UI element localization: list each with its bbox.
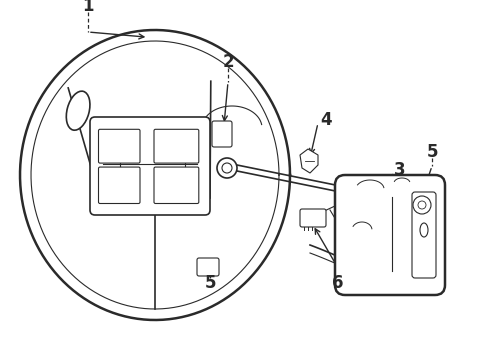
FancyBboxPatch shape: [412, 192, 436, 278]
FancyBboxPatch shape: [154, 129, 199, 163]
FancyBboxPatch shape: [98, 167, 140, 203]
Text: 5: 5: [204, 274, 216, 292]
Ellipse shape: [66, 91, 90, 130]
Text: 2: 2: [222, 53, 234, 71]
Circle shape: [222, 163, 232, 173]
Text: 4: 4: [320, 111, 332, 129]
FancyBboxPatch shape: [154, 167, 199, 203]
Text: 3: 3: [394, 161, 406, 179]
Circle shape: [217, 158, 237, 178]
FancyBboxPatch shape: [300, 209, 326, 227]
Text: 6: 6: [332, 274, 344, 292]
Text: 5: 5: [426, 143, 438, 161]
FancyBboxPatch shape: [90, 117, 210, 215]
FancyBboxPatch shape: [98, 129, 140, 163]
FancyBboxPatch shape: [197, 258, 219, 276]
Ellipse shape: [420, 223, 428, 237]
Circle shape: [418, 201, 426, 209]
Circle shape: [413, 196, 431, 214]
Text: 1: 1: [82, 0, 94, 15]
FancyBboxPatch shape: [335, 175, 445, 295]
Polygon shape: [300, 149, 318, 173]
FancyBboxPatch shape: [212, 121, 232, 147]
